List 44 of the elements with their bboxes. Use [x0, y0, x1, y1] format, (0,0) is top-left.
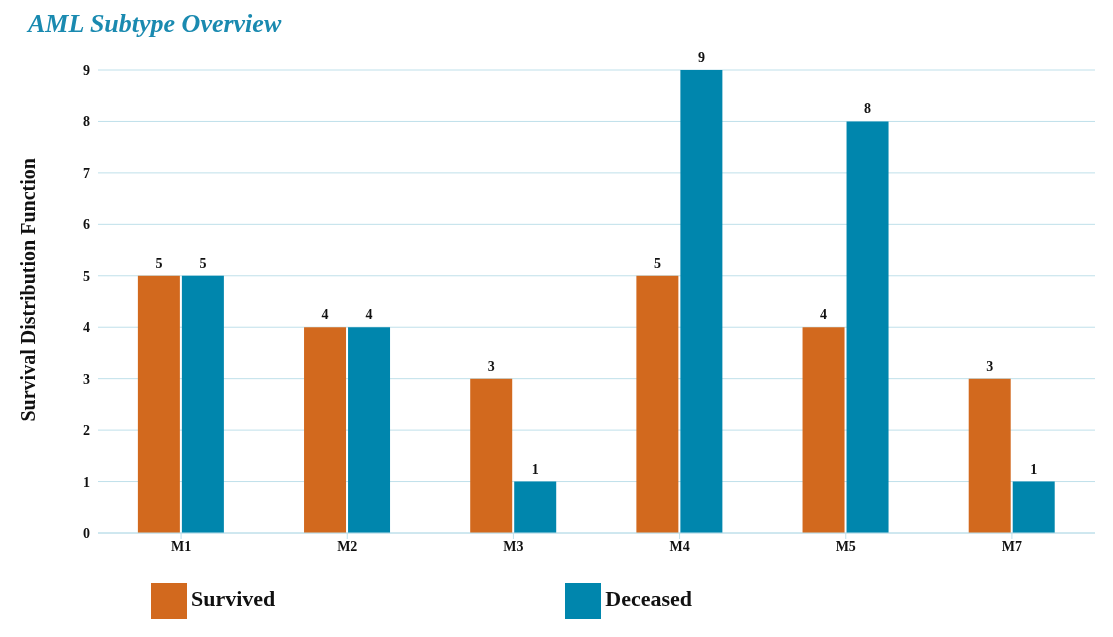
bar [846, 121, 889, 533]
x-tick-label: M5 [835, 538, 856, 554]
y-tick-label: 5 [83, 268, 90, 284]
bar [181, 275, 224, 533]
x-tick-label: M1 [170, 538, 192, 554]
y-tick-label: 2 [83, 423, 90, 439]
chart-title: AML Subtype Overview [28, 8, 283, 40]
y-tick-label: 9 [83, 62, 90, 78]
bar [1012, 481, 1055, 533]
bar [680, 70, 723, 533]
data-label: 4 [365, 307, 373, 323]
bar [137, 275, 180, 533]
y-tick-label: 1 [83, 474, 90, 490]
data-label: 1 [531, 461, 539, 477]
bar [348, 327, 391, 533]
data-label: 9 [697, 50, 705, 65]
bar [470, 378, 513, 533]
y-tick-label: 0 [83, 525, 90, 541]
data-label: 1 [1030, 461, 1038, 477]
bar [802, 327, 845, 533]
y-tick-label: 7 [83, 165, 90, 181]
data-label: 5 [199, 255, 207, 271]
data-label: 8 [864, 101, 872, 117]
y-tick-label: 6 [83, 217, 90, 233]
x-tick-label: M3 [503, 538, 524, 554]
legend-label: Deceased [605, 586, 693, 612]
x-tick-label: M2 [337, 538, 358, 554]
y-axis-title: Survival Distribution Function [17, 158, 40, 422]
y-tick-label: 4 [83, 320, 90, 336]
y-tick-label: 8 [83, 114, 90, 130]
data-label: 4 [321, 307, 329, 323]
legend-label: Survived [190, 586, 276, 612]
data-label: 5 [653, 255, 661, 271]
data-label: 3 [986, 358, 994, 374]
x-tick-label: M7 [1001, 538, 1023, 554]
bar [304, 327, 347, 533]
data-label: 5 [155, 255, 163, 271]
bar [514, 481, 557, 533]
bar [968, 378, 1011, 533]
x-tick-label: M4 [669, 538, 690, 554]
bar [636, 275, 679, 533]
y-tick-label: 3 [83, 371, 90, 387]
data-label: 3 [487, 358, 495, 374]
data-label: 4 [820, 307, 828, 323]
